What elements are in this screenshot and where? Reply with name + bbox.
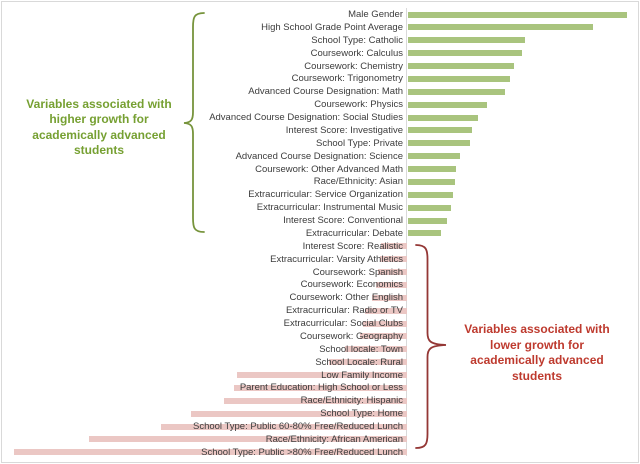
bar-negative [88, 436, 407, 443]
category-label: School Type: Home [320, 408, 403, 420]
zero-axis-line [406, 8, 407, 456]
category-label: Coursework: Calculus [310, 47, 403, 59]
category-label: Parent Education: High School or Less [239, 382, 403, 394]
bar-negative [379, 256, 407, 263]
bar-positive [407, 153, 460, 160]
bar-negative [233, 384, 407, 391]
bar-positive [407, 204, 451, 211]
category-label: Interest Score: Investigative [285, 124, 403, 136]
category-label: Coursework: Geography [300, 330, 403, 342]
category-label: Extracurricular: Radio or TV [285, 305, 403, 317]
higher-growth-annotation: Variables associated with higher growth … [18, 97, 180, 158]
category-label: Male Gender [348, 9, 403, 20]
bar-negative [377, 269, 407, 275]
category-label: Extracurricular: Social Clubs [283, 318, 403, 329]
bar-negative [328, 359, 407, 366]
bar-negative [380, 243, 407, 250]
category-label: Advanced Course Designation: Social Stud… [209, 112, 403, 123]
annotation-line: higher growth for [49, 112, 149, 127]
category-label: Coursework: Other English [289, 292, 403, 304]
bar-positive [407, 101, 487, 108]
annotation-line: students [73, 142, 124, 157]
category-label: School Type: Public 60-80% Free/Reduced … [192, 421, 403, 432]
bar-positive [407, 50, 522, 57]
bar-positive [407, 140, 470, 147]
bar-positive [407, 37, 525, 44]
category-label: Coursework: Spanish [312, 266, 403, 278]
bar-positive [407, 88, 505, 95]
bar-negative [359, 333, 407, 340]
bar-negative [371, 294, 407, 301]
category-label: Race/Ethnicity: Asian [313, 176, 403, 188]
bar-negative [375, 281, 407, 288]
annotation-line: Variables associated with [26, 97, 172, 111]
category-label: Race/Ethnicity: African American [265, 433, 403, 445]
bar-positive [407, 217, 447, 224]
category-label: High School Grade Point Average [261, 21, 403, 33]
bar-negative [344, 346, 407, 353]
category-label: Coursework: Other Advanced Math [255, 163, 403, 175]
category-label: Advanced Course Designation: Math [248, 86, 403, 98]
category-label: School Locale: Rural [315, 356, 403, 368]
bar-positive [407, 24, 593, 31]
bar-negative [190, 410, 407, 417]
bar-negative [223, 397, 407, 404]
bar-positive [407, 191, 453, 198]
category-label: Extracurricular: Varsity Athletics [270, 253, 403, 265]
category-label: Coursework: Physics [314, 99, 403, 111]
category-label: Extracurricular: Instrumental Music [256, 202, 403, 214]
annotation-line: academically advanced [32, 127, 166, 142]
category-label: Extracurricular: Service Organization [248, 189, 403, 201]
annotation-line: academically advanced [470, 353, 604, 367]
category-label: Advanced Course Designation: Science [235, 150, 403, 162]
bar-negative [236, 372, 407, 378]
bar-positive [407, 114, 478, 121]
category-label: Coursework: Economics [300, 279, 403, 291]
category-label: Race/Ethnicity: Hispanic [300, 395, 403, 407]
bar-positive [407, 11, 627, 18]
lower-growth-annotation: Variables associated with lower growth f… [448, 322, 626, 384]
category-label: Interest Score: Realistic [302, 240, 403, 252]
category-label: Coursework: Chemistry [304, 60, 403, 72]
bar-negative [362, 320, 407, 327]
bar-positive [407, 166, 456, 172]
bar-positive [407, 63, 514, 69]
category-label: School Type: Public >80% Free/Reduced Lu… [201, 446, 403, 458]
category-label: Coursework: Trigonometry [291, 73, 403, 85]
bar-positive [407, 75, 510, 82]
category-label: Extracurricular: Debate [305, 227, 403, 239]
annotation-line: students [511, 368, 562, 383]
bar-positive [407, 230, 441, 237]
category-label: School Type: Catholic [311, 34, 403, 46]
category-label: Interest Score: Conventional [283, 215, 403, 226]
bar-negative [364, 307, 407, 314]
bar-positive [407, 127, 472, 134]
bar-negative [13, 449, 407, 456]
category-label: School locale: Town [319, 343, 403, 355]
annotation-line: Variables associated with [464, 322, 610, 336]
annotation-line: lower growth for [490, 337, 584, 352]
category-label: Low Family Income [321, 369, 403, 381]
bar-positive [407, 178, 455, 185]
category-label: School Type: Private [316, 137, 403, 149]
bar-negative [160, 423, 407, 430]
